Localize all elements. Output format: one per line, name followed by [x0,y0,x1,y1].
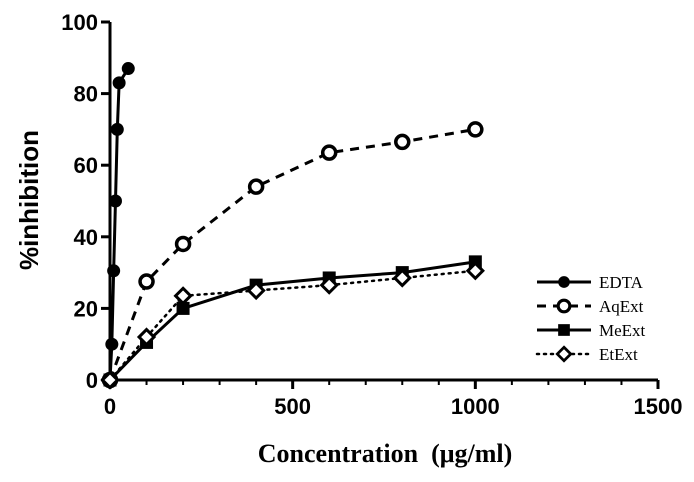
data-point [467,121,484,138]
data-point [121,62,135,76]
legend-item: EtExt [535,345,638,364]
legend: EDTA AqExt MeExt EtExt [535,273,646,364]
data-point [319,275,339,295]
x-tick-label: 1500 [634,394,683,419]
legend-item: AqExt [537,297,644,316]
data-point [246,280,266,301]
data-point [112,76,126,90]
data-point [320,144,338,161]
series-line [108,127,476,381]
legend-marker [555,345,573,363]
data-point [100,370,120,390]
series-aqext [101,121,484,389]
x-axis-title: Concentration (μg/ml) [258,439,512,468]
legend-label: EDTA [599,273,644,292]
legend-label: EtExt [599,345,638,364]
legend-label: MeExt [599,321,646,340]
data-point [247,178,265,195]
data-point [176,301,190,315]
legend-marker [558,324,570,336]
data-point [105,337,119,351]
data-point [465,261,485,281]
plot-area [100,62,485,390]
x-tick-label: 1000 [451,394,500,419]
legend-marker [558,276,570,288]
series-line [108,260,476,382]
series-line [108,67,130,381]
x-tick-label: 0 [104,394,116,419]
legend-marker [556,298,572,314]
y-tick-label: 60 [74,153,98,178]
series-etext [100,261,485,390]
y-tick-label: 80 [74,82,98,107]
data-point [392,268,412,288]
series-edta [103,62,135,387]
data-point [110,122,124,136]
legend-item: MeExt [537,321,646,340]
y-tick-label: 0 [86,368,98,393]
axes: 0 500 1000 1500 0 20 40 60 80 100 [61,10,682,419]
data-point [136,327,157,347]
data-point [173,286,193,306]
y-tick-label: 40 [74,225,98,250]
data-point [138,273,155,290]
legend-item: EDTA [537,273,644,292]
x-tick-label: 500 [274,394,311,419]
data-point [108,194,122,208]
legend-label: AqExt [599,297,644,316]
data-point [174,235,192,253]
y-tick-label: 100 [61,10,98,35]
y-axis-title: %inhibition [14,130,44,270]
data-point [394,133,411,151]
data-point [107,264,121,278]
y-tick-label: 20 [74,296,98,321]
